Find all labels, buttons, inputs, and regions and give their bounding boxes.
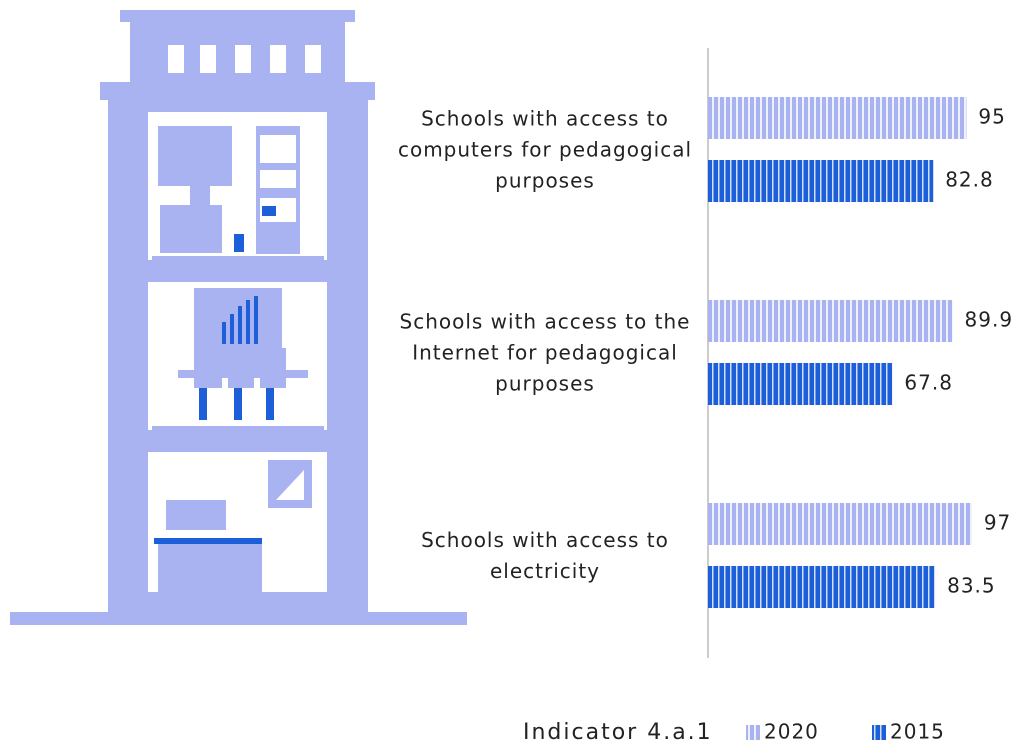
bar — [708, 566, 936, 608]
value-label: 89.9 — [965, 308, 1014, 332]
legend-label: 2015 — [890, 720, 945, 744]
value-label: 95 — [978, 105, 1005, 129]
legend-title: Indicator 4.a.1 — [523, 720, 713, 744]
bar — [708, 363, 893, 405]
bar — [708, 300, 953, 342]
value-label: 83.5 — [947, 574, 996, 598]
category-label: Schools with access to the Internet for … — [399, 309, 691, 396]
bar — [708, 160, 934, 202]
value-label: 82.8 — [945, 168, 994, 192]
bar — [708, 97, 967, 139]
value-label: 67.8 — [904, 371, 953, 395]
value-label: 97 — [984, 511, 1011, 535]
building-illustration — [10, 10, 467, 625]
category-label: Schools with access to computers for ped… — [397, 106, 693, 193]
legend-label: 2020 — [764, 720, 819, 744]
bar — [708, 503, 972, 545]
legend-swatch — [872, 725, 886, 740]
legend-swatch — [746, 725, 760, 740]
category-label: Schools with access to electricity — [421, 528, 669, 583]
